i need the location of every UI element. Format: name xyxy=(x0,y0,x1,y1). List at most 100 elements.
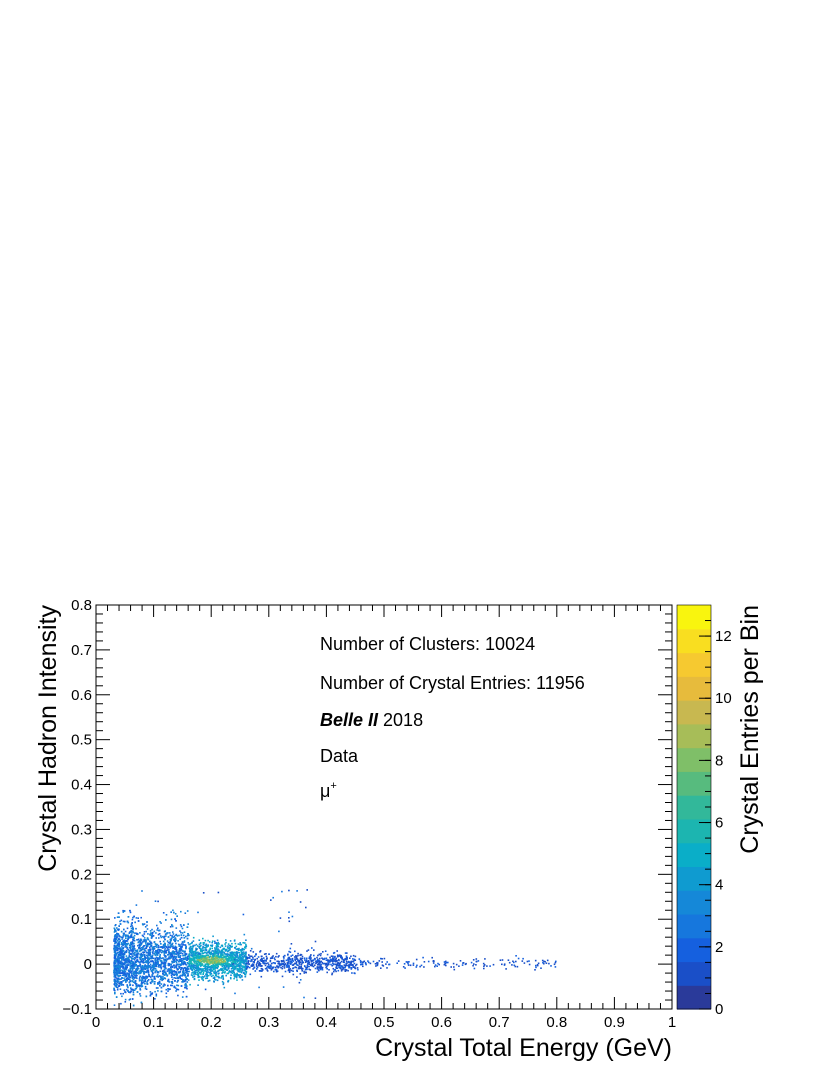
heatmap-cell xyxy=(301,967,303,970)
heatmap-cell xyxy=(288,965,290,967)
heatmap-cell xyxy=(177,976,179,979)
heatmap-cell xyxy=(131,962,134,965)
heatmap-cell xyxy=(212,935,214,938)
heatmap-cell xyxy=(147,958,149,961)
heatmap-cell xyxy=(205,965,207,968)
heatmap-cell xyxy=(212,961,215,964)
heatmap-cell xyxy=(132,993,135,996)
heatmap-cell xyxy=(236,963,239,966)
heatmap-cell xyxy=(264,964,267,967)
heatmap-cell xyxy=(354,959,357,961)
heatmap-cell xyxy=(142,935,145,938)
heatmap-cell xyxy=(305,967,308,970)
heatmap-cell xyxy=(183,980,186,983)
heatmap-cell xyxy=(298,963,301,965)
heatmap-cell xyxy=(198,939,201,941)
heatmap-cell xyxy=(232,965,235,967)
heatmap-cell xyxy=(325,966,327,969)
heatmap-cell xyxy=(354,955,357,958)
heatmap-cell xyxy=(362,965,364,968)
heatmap-cell xyxy=(176,984,178,987)
heatmap-cell xyxy=(173,964,175,967)
heatmap-cell xyxy=(147,965,150,967)
heatmap-cell xyxy=(265,955,268,958)
heatmap-cell xyxy=(201,949,204,951)
heatmap-cell xyxy=(154,945,157,948)
heatmap-cell xyxy=(412,962,415,965)
heatmap-cell xyxy=(283,954,286,957)
heatmap-cell xyxy=(223,951,226,954)
heatmap-cell xyxy=(192,971,194,973)
heatmap-cell xyxy=(176,967,178,970)
heatmap-cell xyxy=(241,955,244,958)
heatmap-cell xyxy=(324,964,327,966)
heatmap-cell xyxy=(173,977,175,979)
heatmap-cell xyxy=(122,957,125,959)
heatmap-cell xyxy=(148,973,150,976)
heatmap-cell xyxy=(241,958,244,960)
heatmap-cell xyxy=(122,952,125,955)
heatmap-cell xyxy=(226,950,229,953)
heatmap-cell xyxy=(473,963,475,965)
heatmap-cell xyxy=(351,960,353,963)
heatmap-cell xyxy=(168,972,171,975)
heatmap-cell xyxy=(160,951,163,954)
heatmap-cell xyxy=(241,953,243,955)
heatmap-cell xyxy=(226,958,228,960)
heatmap-cell xyxy=(173,911,175,914)
heatmap-cell xyxy=(148,965,151,968)
heatmap-cell xyxy=(193,953,196,955)
heatmap-cell xyxy=(324,950,327,952)
heatmap-cell xyxy=(220,955,222,957)
heatmap-cell xyxy=(152,981,154,983)
heatmap-cell xyxy=(143,970,146,973)
heatmap-cell xyxy=(210,951,212,954)
heatmap-cell xyxy=(327,962,330,965)
heatmap-cell xyxy=(281,890,283,893)
heatmap-cell xyxy=(123,972,126,974)
heatmap-cell xyxy=(348,961,350,963)
heatmap-cell xyxy=(212,957,214,960)
heatmap-cell xyxy=(214,978,216,981)
heatmap-cell xyxy=(501,959,504,961)
heatmap-cell xyxy=(219,954,222,956)
heatmap-cell xyxy=(265,962,268,965)
heatmap-cell xyxy=(124,962,126,964)
heatmap-cell xyxy=(167,947,169,950)
heatmap-cell xyxy=(283,957,285,959)
y-tick-label: 0.4 xyxy=(71,777,92,794)
heatmap-cell xyxy=(142,976,145,978)
heatmap-cell xyxy=(140,971,142,974)
heatmap-cell xyxy=(171,976,173,978)
heatmap-cell xyxy=(361,963,363,966)
heatmap-cell xyxy=(217,959,219,961)
x-tick-label: 0.1 xyxy=(143,1014,164,1031)
heatmap-cell xyxy=(246,966,248,968)
heatmap-cell xyxy=(170,974,173,976)
heatmap-cell xyxy=(137,972,140,975)
heatmap-cell xyxy=(313,949,315,951)
heatmap-cell xyxy=(141,958,144,960)
heatmap-cell xyxy=(155,995,158,997)
heatmap-cell xyxy=(188,965,190,967)
heatmap-cell xyxy=(260,959,262,961)
heatmap-cell xyxy=(204,977,207,980)
heatmap-cell xyxy=(195,955,198,958)
heatmap-cell xyxy=(238,957,240,959)
heatmap-cell xyxy=(178,950,180,952)
heatmap-cell xyxy=(258,964,260,967)
heatmap-cell xyxy=(148,957,150,959)
heatmap-cell xyxy=(122,947,125,950)
y-tick-label: 0.6 xyxy=(71,687,92,704)
color-scale-band xyxy=(677,771,711,796)
heatmap-cell xyxy=(172,909,174,912)
heatmap-cell xyxy=(168,971,171,973)
heatmap-cell xyxy=(182,963,184,966)
heatmap-cell xyxy=(175,973,177,976)
heatmap-cell xyxy=(191,965,194,967)
heatmap-cell xyxy=(162,940,165,943)
heatmap-cell xyxy=(407,962,409,965)
heatmap-cell xyxy=(197,973,200,975)
heatmap-cell xyxy=(318,953,321,956)
heatmap-cell xyxy=(244,973,246,975)
